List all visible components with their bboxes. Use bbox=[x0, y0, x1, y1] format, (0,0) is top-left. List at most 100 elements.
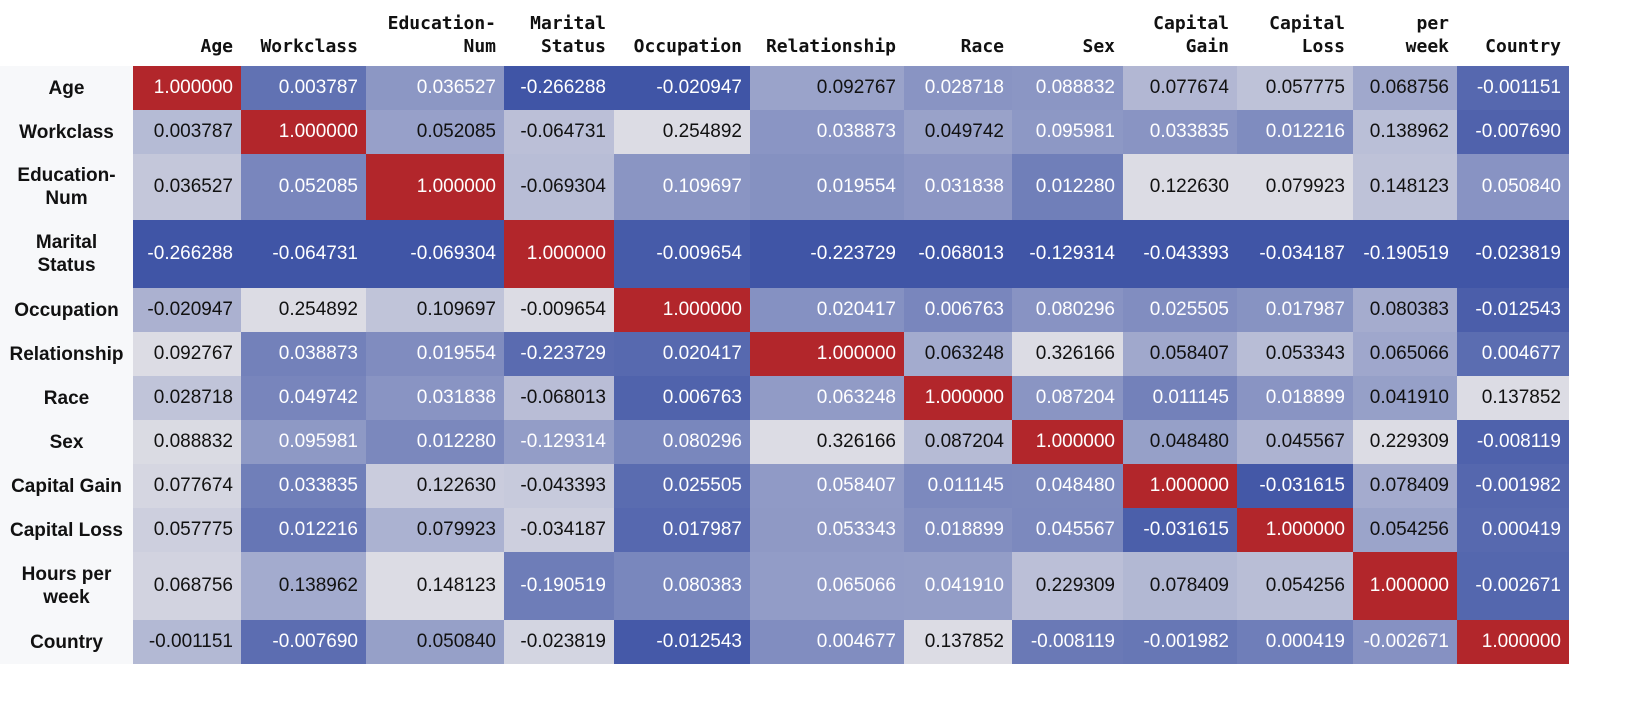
column-header[interactable]: Country bbox=[1457, 0, 1569, 66]
correlation-cell: 1.000000 bbox=[1237, 508, 1353, 552]
table-row: Race 0.028718 0.049742 0.031838 -0.068013 0.0… bbox=[0, 376, 1569, 420]
correlation-cell: 0.080296 bbox=[1012, 288, 1123, 332]
correlation-cell: 0.012216 bbox=[241, 508, 366, 552]
correlation-cell: 0.254892 bbox=[241, 288, 366, 332]
table-row: Workclass 0.003787 1.000000 0.052085 -0.0647… bbox=[0, 110, 1569, 154]
correlation-cell: 0.087204 bbox=[1012, 376, 1123, 420]
correlation-cell: 0.036527 bbox=[366, 66, 504, 110]
correlation-cell: 0.020417 bbox=[614, 332, 750, 376]
correlation-cell: 0.011145 bbox=[1123, 376, 1237, 420]
correlation-cell: 0.038873 bbox=[750, 110, 904, 154]
correlation-cell: 0.045567 bbox=[1012, 508, 1123, 552]
correlation-cell: 1.000000 bbox=[750, 332, 904, 376]
correlation-cell: 0.048480 bbox=[1123, 420, 1237, 464]
correlation-cell: 0.079923 bbox=[1237, 154, 1353, 220]
column-header[interactable]: per week bbox=[1353, 0, 1457, 66]
correlation-cell: 1.000000 bbox=[504, 220, 614, 288]
correlation-cell: 0.012216 bbox=[1237, 110, 1353, 154]
correlation-cell: 0.041910 bbox=[904, 552, 1012, 620]
correlation-cell: 0.004677 bbox=[1457, 332, 1569, 376]
correlation-cell: 0.050840 bbox=[1457, 154, 1569, 220]
column-header[interactable]: Capital Loss bbox=[1237, 0, 1353, 66]
correlation-cell: -0.008119 bbox=[1012, 620, 1123, 664]
correlation-cell: 1.000000 bbox=[904, 376, 1012, 420]
correlation-cell: -0.001151 bbox=[133, 620, 241, 664]
column-header[interactable]: Relationship bbox=[750, 0, 904, 66]
correlation-cell: 0.063248 bbox=[750, 376, 904, 420]
row-header: Race bbox=[0, 376, 133, 420]
correlation-cell: -0.129314 bbox=[504, 420, 614, 464]
table-row: Sex 0.088832 0.095981 0.012280 -0.129314 0.08… bbox=[0, 420, 1569, 464]
table-row: Relationship 0.092767 0.038873 0.019554 -0.2… bbox=[0, 332, 1569, 376]
corner-cell bbox=[0, 0, 133, 66]
row-header: Age bbox=[0, 66, 133, 110]
correlation-cell: -0.043393 bbox=[504, 464, 614, 508]
column-header[interactable]: Age bbox=[133, 0, 241, 66]
correlation-cell: 0.088832 bbox=[1012, 66, 1123, 110]
correlation-cell: 0.012280 bbox=[1012, 154, 1123, 220]
correlation-cell: 0.053343 bbox=[750, 508, 904, 552]
correlation-cell: -0.069304 bbox=[366, 220, 504, 288]
correlation-cell: 0.036527 bbox=[133, 154, 241, 220]
correlation-cell: -0.008119 bbox=[1457, 420, 1569, 464]
correlation-cell: 1.000000 bbox=[133, 66, 241, 110]
correlation-cell: -0.007690 bbox=[241, 620, 366, 664]
correlation-cell: 0.017987 bbox=[614, 508, 750, 552]
correlation-cell: 1.000000 bbox=[1457, 620, 1569, 664]
correlation-cell: -0.223729 bbox=[750, 220, 904, 288]
correlation-cell: -0.266288 bbox=[504, 66, 614, 110]
correlation-cell: -0.043393 bbox=[1123, 220, 1237, 288]
correlation-cell: -0.031615 bbox=[1123, 508, 1237, 552]
correlation-cell: -0.012543 bbox=[1457, 288, 1569, 332]
correlation-cell: 0.068756 bbox=[133, 552, 241, 620]
correlation-cell: 0.077674 bbox=[133, 464, 241, 508]
correlation-cell: 0.041910 bbox=[1353, 376, 1457, 420]
correlation-cell: -0.020947 bbox=[133, 288, 241, 332]
correlation-cell: 0.052085 bbox=[366, 110, 504, 154]
correlation-cell: 0.065066 bbox=[1353, 332, 1457, 376]
correlation-cell: 0.045567 bbox=[1237, 420, 1353, 464]
correlation-cell: 0.003787 bbox=[241, 66, 366, 110]
column-header[interactable]: Marital Status bbox=[504, 0, 614, 66]
correlation-cell: 0.229309 bbox=[1012, 552, 1123, 620]
column-header[interactable]: Sex bbox=[1012, 0, 1123, 66]
row-header: Sex bbox=[0, 420, 133, 464]
correlation-cell: -0.023819 bbox=[1457, 220, 1569, 288]
correlation-cell: -0.009654 bbox=[614, 220, 750, 288]
row-header: Hours per week bbox=[0, 552, 133, 620]
correlation-cell: 0.058407 bbox=[750, 464, 904, 508]
row-header: Education- Num bbox=[0, 154, 133, 220]
correlation-cell: -0.007690 bbox=[1457, 110, 1569, 154]
correlation-cell: 0.050840 bbox=[366, 620, 504, 664]
correlation-cell: 0.080296 bbox=[614, 420, 750, 464]
correlation-cell: 1.000000 bbox=[1123, 464, 1237, 508]
correlation-cell: -0.023819 bbox=[504, 620, 614, 664]
correlation-cell: 0.028718 bbox=[133, 376, 241, 420]
table-row: Capital Loss 0.057775 0.012216 0.079923 -0.0… bbox=[0, 508, 1569, 552]
correlation-cell: -0.034187 bbox=[1237, 220, 1353, 288]
correlation-cell: 0.031838 bbox=[366, 376, 504, 420]
header-row: Age Workclass Education- Num Marital Status… bbox=[0, 0, 1569, 66]
correlation-cell: -0.069304 bbox=[504, 154, 614, 220]
column-header[interactable]: Race bbox=[904, 0, 1012, 66]
correlation-cell: -0.002671 bbox=[1353, 620, 1457, 664]
correlation-cell: 0.018899 bbox=[904, 508, 1012, 552]
correlation-cell: 0.017987 bbox=[1237, 288, 1353, 332]
column-header[interactable]: Capital Gain bbox=[1123, 0, 1237, 66]
column-header[interactable]: Occupation bbox=[614, 0, 750, 66]
correlation-cell: 0.006763 bbox=[614, 376, 750, 420]
correlation-cell: -0.001151 bbox=[1457, 66, 1569, 110]
correlation-cell: -0.068013 bbox=[904, 220, 1012, 288]
correlation-cell: 0.068756 bbox=[1353, 66, 1457, 110]
correlation-cell: 0.077674 bbox=[1123, 66, 1237, 110]
correlation-cell: 0.078409 bbox=[1353, 464, 1457, 508]
correlation-cell: 0.080383 bbox=[1353, 288, 1457, 332]
column-header[interactable]: Workclass bbox=[241, 0, 366, 66]
correlation-cell: 0.053343 bbox=[1237, 332, 1353, 376]
correlation-table: Age Workclass Education- Num Marital Status… bbox=[0, 0, 1569, 664]
correlation-cell: 0.065066 bbox=[750, 552, 904, 620]
correlation-cell: 0.020417 bbox=[750, 288, 904, 332]
correlation-cell: -0.031615 bbox=[1237, 464, 1353, 508]
column-header[interactable]: Education- Num bbox=[366, 0, 504, 66]
row-header: Occupation bbox=[0, 288, 133, 332]
